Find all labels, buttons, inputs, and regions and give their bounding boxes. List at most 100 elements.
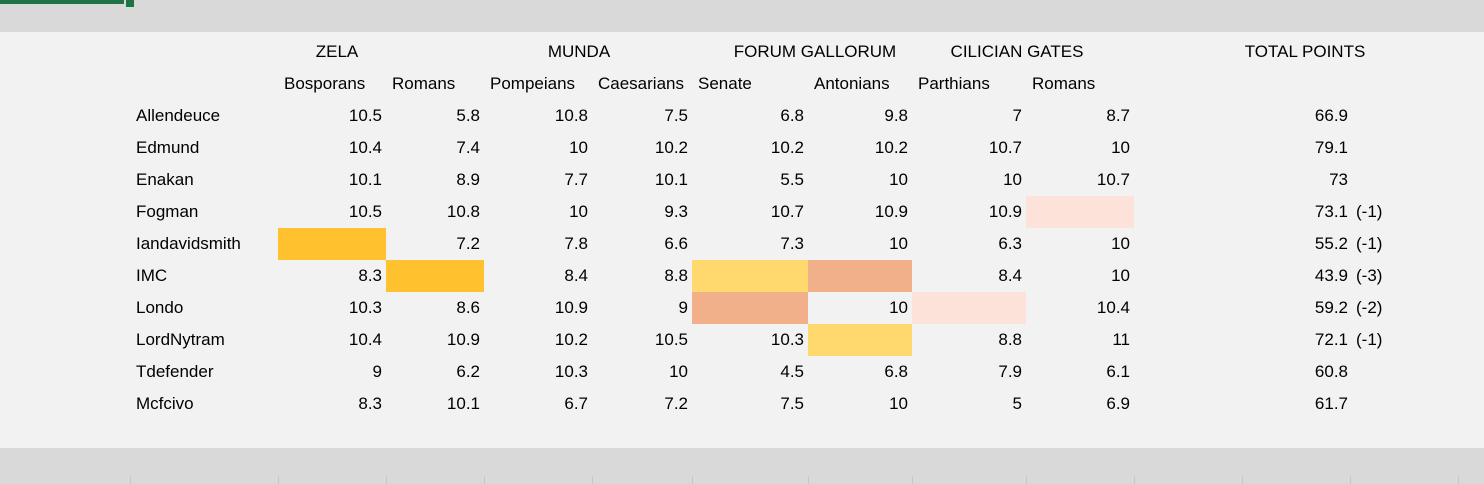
sub-header-romans-2[interactable]: Romans [1032, 74, 1096, 93]
score-cell[interactable]: 10.3 [770, 330, 804, 349]
total-points-cell[interactable]: 61.7 [1314, 394, 1348, 413]
score-cell[interactable]: 9 [372, 362, 382, 381]
penalty-cell[interactable] [1356, 100, 1406, 132]
player-name[interactable]: Enakan [136, 170, 194, 189]
score-cell[interactable] [692, 292, 808, 324]
score-cell[interactable]: 8.3 [358, 266, 382, 285]
score-cell[interactable] [912, 292, 1026, 324]
score-cell[interactable]: 10.9 [874, 202, 908, 221]
player-name[interactable]: Iandavidsmith [136, 234, 241, 253]
score-cell[interactable]: 6.3 [998, 234, 1022, 253]
penalty-cell[interactable] [1356, 388, 1406, 420]
score-cell[interactable]: 8.7 [1106, 106, 1130, 125]
score-cell[interactable]: 7.4 [456, 138, 480, 157]
score-cell[interactable]: 10.2 [554, 330, 588, 349]
score-cell[interactable]: 10.5 [348, 202, 382, 221]
score-cell[interactable]: 6.9 [1106, 394, 1130, 413]
score-cell[interactable]: 7.8 [564, 234, 588, 253]
score-cell[interactable]: 7.2 [664, 394, 688, 413]
score-cell[interactable] [386, 260, 484, 292]
score-cell[interactable]: 10 [1111, 266, 1130, 285]
penalty-cell[interactable] [1356, 164, 1406, 196]
score-cell[interactable]: 7.9 [998, 362, 1022, 381]
total-points-cell[interactable]: 59.2 [1314, 298, 1348, 317]
score-cell[interactable]: 7.2 [456, 234, 480, 253]
score-cell[interactable]: 10 [1003, 170, 1022, 189]
score-cell[interactable]: 10.9 [446, 330, 480, 349]
score-cell[interactable]: 7.7 [564, 170, 588, 189]
player-name[interactable]: Tdefender [136, 362, 214, 381]
score-cell[interactable]: 10.8 [446, 202, 480, 221]
sub-header-parthians[interactable]: Parthians [918, 74, 990, 93]
score-cell[interactable]: 10.5 [654, 330, 688, 349]
score-cell[interactable]: 5.5 [780, 170, 804, 189]
score-cell[interactable]: 8.8 [998, 330, 1022, 349]
score-cell[interactable]: 10 [1111, 234, 1130, 253]
penalty-cell[interactable]: (-3) [1356, 266, 1383, 285]
score-cell[interactable]: 10.9 [554, 298, 588, 317]
score-cell[interactable]: 10.2 [770, 138, 804, 157]
score-cell[interactable]: 8.8 [664, 266, 688, 285]
score-cell[interactable]: 10 [569, 202, 588, 221]
score-cell[interactable]: 10.3 [348, 298, 382, 317]
player-name[interactable]: IMC [136, 266, 168, 285]
total-points-cell[interactable]: 72.1 [1314, 330, 1348, 349]
group-header-cilician-gates[interactable]: CILICIAN GATES [950, 42, 1084, 61]
score-cell[interactable]: 7.5 [664, 106, 688, 125]
spreadsheet-grid[interactable]: ZELA MUNDA FORUM GALLORUM CILICIAN GATES… [0, 32, 1484, 448]
score-cell[interactable]: 8.4 [998, 266, 1022, 285]
score-cell[interactable]: 10.1 [446, 394, 480, 413]
score-cell[interactable]: 10.1 [348, 170, 382, 189]
score-cell[interactable] [692, 260, 808, 292]
sub-header-senate[interactable]: Senate [698, 74, 752, 93]
group-header-forum-gallorum[interactable]: FORUM GALLORUM [733, 42, 897, 61]
score-cell[interactable]: 10.7 [1096, 170, 1130, 189]
total-points-cell[interactable]: 60.8 [1314, 362, 1348, 381]
score-cell[interactable]: 10 [889, 170, 908, 189]
score-cell[interactable]: 11 [1112, 330, 1130, 349]
player-name[interactable]: Mcfcivo [136, 394, 194, 413]
score-cell[interactable]: 10.9 [988, 202, 1022, 221]
group-header-zela[interactable]: ZELA [315, 42, 359, 61]
penalty-cell[interactable] [1356, 132, 1406, 164]
total-points-cell[interactable]: 55.2 [1314, 234, 1348, 253]
score-cell[interactable]: 5.8 [456, 106, 480, 125]
penalty-cell[interactable] [1356, 356, 1406, 388]
score-cell[interactable] [808, 260, 912, 292]
score-cell[interactable]: 10 [569, 138, 588, 157]
sub-header-caesarians[interactable]: Caesarians [598, 74, 684, 93]
penalty-cell[interactable]: (-1) [1356, 202, 1383, 221]
score-cell[interactable]: 10.5 [348, 106, 382, 125]
total-points-cell[interactable]: 43.9 [1314, 266, 1348, 285]
score-cell[interactable]: 10 [889, 234, 908, 253]
total-points-cell[interactable]: 73.1 [1314, 202, 1348, 221]
score-cell[interactable]: 10.2 [874, 138, 908, 157]
score-cell[interactable]: 8.3 [358, 394, 382, 413]
score-cell[interactable]: 10 [1111, 138, 1130, 157]
score-cell[interactable]: 4.5 [780, 362, 804, 381]
total-points-cell[interactable]: 66.9 [1314, 106, 1348, 125]
score-cell[interactable]: 5 [1012, 394, 1022, 413]
total-points-cell[interactable]: 79.1 [1314, 138, 1348, 157]
score-cell[interactable]: 6.6 [664, 234, 688, 253]
score-cell[interactable]: 10 [889, 298, 908, 317]
score-cell[interactable]: 6.8 [884, 362, 908, 381]
total-points-cell[interactable]: 73 [1329, 170, 1348, 189]
penalty-cell[interactable]: (-2) [1356, 298, 1383, 317]
player-name[interactable]: Allendeuce [136, 106, 221, 125]
score-cell[interactable]: 10.8 [554, 106, 588, 125]
player-name[interactable]: Londo [136, 298, 184, 317]
score-cell[interactable]: 10.4 [348, 138, 382, 157]
score-cell[interactable] [278, 228, 386, 260]
player-name[interactable]: LordNytram [136, 330, 225, 349]
score-cell[interactable]: 10.7 [770, 202, 804, 221]
score-cell[interactable]: 9 [678, 298, 688, 317]
score-cell[interactable]: 10.7 [988, 138, 1022, 157]
score-cell[interactable] [808, 324, 912, 356]
player-name[interactable]: Fogman [136, 202, 199, 221]
score-cell[interactable]: 7 [1012, 106, 1022, 125]
score-cell[interactable]: 8.6 [456, 298, 480, 317]
penalty-cell[interactable]: (-1) [1356, 330, 1383, 349]
score-cell[interactable] [1026, 196, 1134, 228]
score-cell[interactable]: 9.8 [884, 106, 908, 125]
